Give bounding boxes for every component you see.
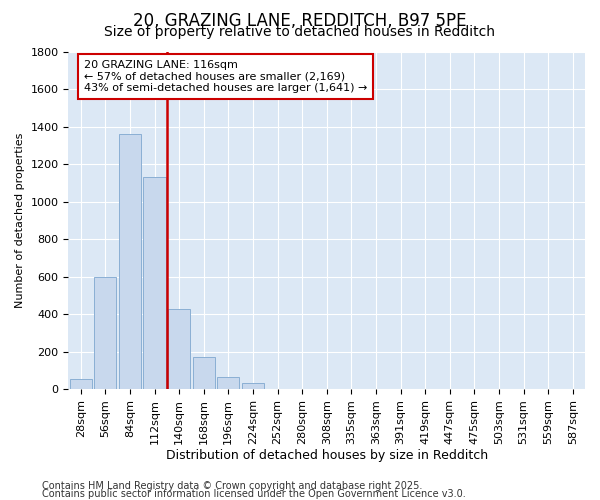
Text: Contains public sector information licensed under the Open Government Licence v3: Contains public sector information licen… — [42, 489, 466, 499]
Text: 20 GRAZING LANE: 116sqm
← 57% of detached houses are smaller (2,169)
43% of semi: 20 GRAZING LANE: 116sqm ← 57% of detache… — [84, 60, 367, 93]
Text: Contains HM Land Registry data © Crown copyright and database right 2025.: Contains HM Land Registry data © Crown c… — [42, 481, 422, 491]
Bar — [217, 377, 239, 389]
Bar — [242, 382, 264, 389]
X-axis label: Distribution of detached houses by size in Redditch: Distribution of detached houses by size … — [166, 450, 488, 462]
Text: Size of property relative to detached houses in Redditch: Size of property relative to detached ho… — [104, 25, 496, 39]
Bar — [119, 134, 141, 389]
Bar — [193, 357, 215, 389]
Bar — [168, 310, 190, 389]
Y-axis label: Number of detached properties: Number of detached properties — [15, 132, 25, 308]
Bar — [94, 276, 116, 389]
Bar — [70, 379, 92, 389]
Text: 20, GRAZING LANE, REDDITCH, B97 5PE: 20, GRAZING LANE, REDDITCH, B97 5PE — [133, 12, 467, 30]
Bar — [143, 177, 166, 389]
